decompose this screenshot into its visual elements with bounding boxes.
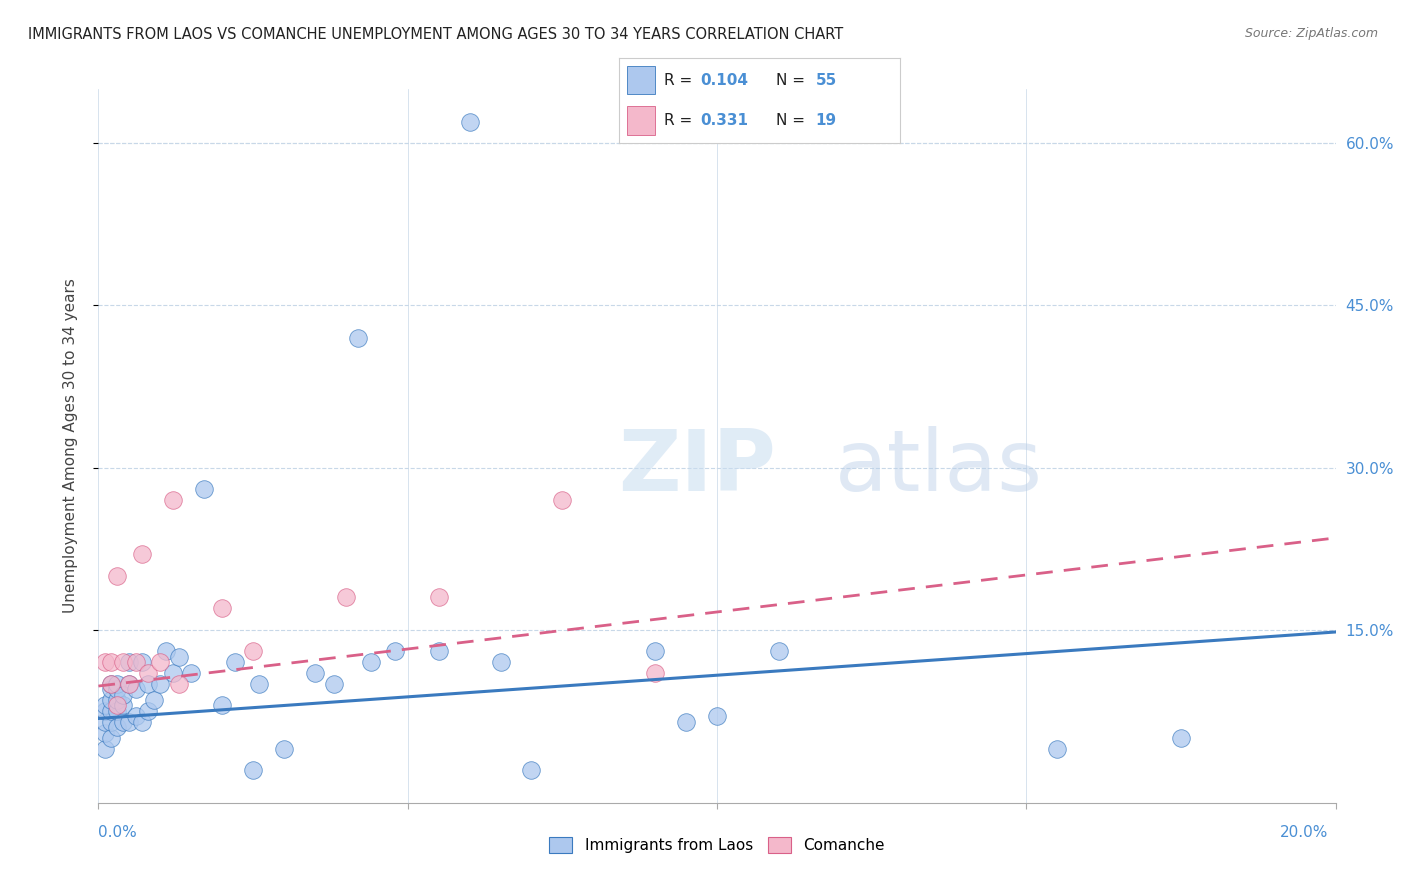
- Point: [105, 677, 128, 691]
- Point: [551, 493, 574, 508]
- Point: [93, 741, 115, 756]
- Point: [93, 725, 115, 739]
- Point: [247, 677, 270, 691]
- Point: [112, 688, 135, 702]
- Bar: [627, 66, 655, 95]
- Point: [100, 731, 122, 745]
- Point: [458, 114, 481, 128]
- Point: [211, 698, 233, 713]
- Point: [273, 741, 295, 756]
- Point: [167, 649, 190, 664]
- Point: [136, 704, 159, 718]
- Text: R =: R =: [664, 73, 697, 88]
- Point: [105, 704, 128, 718]
- Point: [644, 666, 666, 681]
- Point: [112, 698, 135, 713]
- Point: [242, 644, 264, 658]
- Point: [360, 655, 382, 669]
- Point: [384, 644, 406, 658]
- Point: [242, 764, 264, 778]
- Point: [427, 591, 450, 605]
- Text: 0.331: 0.331: [700, 113, 748, 128]
- Point: [100, 704, 122, 718]
- Point: [136, 677, 159, 691]
- Point: [93, 704, 115, 718]
- Point: [124, 655, 146, 669]
- Point: [149, 655, 172, 669]
- Point: [100, 714, 122, 729]
- Point: [335, 591, 357, 605]
- Point: [100, 682, 122, 697]
- Text: 0.0%: 0.0%: [98, 825, 138, 840]
- Point: [105, 693, 128, 707]
- Bar: [627, 106, 655, 135]
- Text: R =: R =: [664, 113, 697, 128]
- Point: [118, 714, 141, 729]
- Point: [1046, 741, 1069, 756]
- Y-axis label: Unemployment Among Ages 30 to 34 years: Unemployment Among Ages 30 to 34 years: [63, 278, 77, 614]
- Point: [100, 677, 122, 691]
- Point: [112, 714, 135, 729]
- Point: [162, 493, 184, 508]
- Text: Source: ZipAtlas.com: Source: ZipAtlas.com: [1244, 27, 1378, 40]
- Point: [143, 693, 166, 707]
- Point: [118, 677, 141, 691]
- Point: [105, 698, 128, 713]
- Point: [347, 331, 370, 345]
- Point: [1170, 731, 1192, 745]
- Point: [136, 666, 159, 681]
- Point: [675, 714, 697, 729]
- Point: [93, 698, 115, 713]
- Point: [105, 568, 128, 582]
- Point: [322, 677, 344, 691]
- Point: [105, 682, 128, 697]
- Point: [100, 677, 122, 691]
- Point: [124, 709, 146, 723]
- Point: [155, 644, 177, 658]
- Legend: Immigrants from Laos, Comanche: Immigrants from Laos, Comanche: [543, 831, 891, 859]
- Point: [489, 655, 512, 669]
- Point: [224, 655, 246, 669]
- Point: [149, 677, 172, 691]
- Point: [131, 547, 153, 561]
- Point: [93, 655, 115, 669]
- Text: 55: 55: [815, 73, 837, 88]
- Text: 20.0%: 20.0%: [1281, 825, 1329, 840]
- Point: [162, 666, 184, 681]
- Text: 19: 19: [815, 113, 837, 128]
- Text: N =: N =: [776, 113, 810, 128]
- Text: N =: N =: [776, 73, 810, 88]
- Point: [118, 677, 141, 691]
- Point: [167, 677, 190, 691]
- Text: ZIP: ZIP: [619, 425, 776, 509]
- Point: [304, 666, 326, 681]
- Point: [706, 709, 728, 723]
- Point: [768, 644, 790, 658]
- Point: [112, 655, 135, 669]
- Point: [644, 644, 666, 658]
- Point: [100, 655, 122, 669]
- Point: [105, 720, 128, 734]
- Point: [211, 601, 233, 615]
- Point: [100, 693, 122, 707]
- Point: [131, 714, 153, 729]
- Point: [93, 714, 115, 729]
- Point: [131, 655, 153, 669]
- Point: [124, 682, 146, 697]
- Text: 0.104: 0.104: [700, 73, 748, 88]
- Text: IMMIGRANTS FROM LAOS VS COMANCHE UNEMPLOYMENT AMONG AGES 30 TO 34 YEARS CORRELAT: IMMIGRANTS FROM LAOS VS COMANCHE UNEMPLO…: [28, 27, 844, 42]
- Point: [193, 482, 215, 496]
- Point: [118, 655, 141, 669]
- Point: [180, 666, 202, 681]
- Point: [427, 644, 450, 658]
- Point: [520, 764, 543, 778]
- Text: atlas: atlas: [835, 425, 1043, 509]
